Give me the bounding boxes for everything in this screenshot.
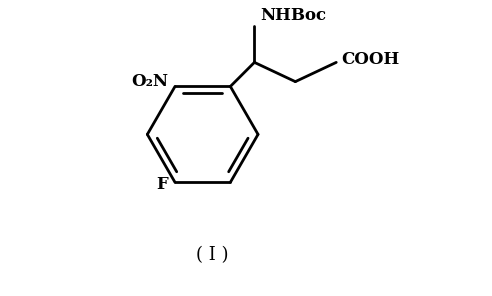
Text: F: F xyxy=(156,176,168,193)
Text: NHBoc: NHBoc xyxy=(260,7,326,24)
Text: COOH: COOH xyxy=(341,52,400,68)
Text: ( I ): ( I ) xyxy=(196,246,229,264)
Text: O₂N: O₂N xyxy=(131,73,168,90)
